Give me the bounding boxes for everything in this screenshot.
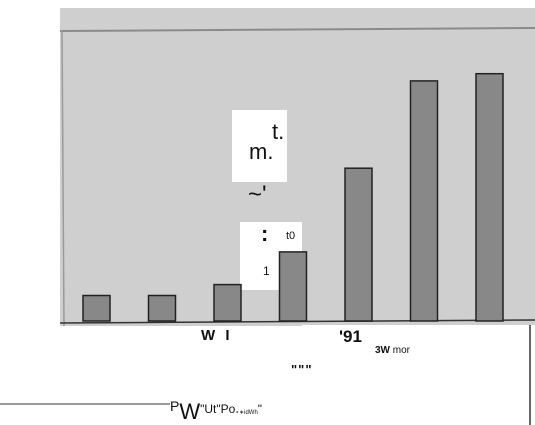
bar-5 (344, 167, 373, 322)
label-m: m. (249, 139, 274, 164)
bottom-caption: PW"Ut"Po∘∗idWh" (170, 398, 262, 425)
lower-panel (302, 325, 535, 395)
bottom-caption-w: W (179, 399, 201, 424)
x-label-3w-small: mor (392, 345, 411, 356)
bar-2 (147, 294, 177, 322)
label-one: 1 (263, 264, 270, 278)
bar-1 (82, 294, 111, 322)
x-label-wi: W I (201, 327, 233, 344)
left-mask (0, 0, 60, 425)
bar-4 (278, 251, 308, 322)
x-label-3w-main: 3W (375, 345, 390, 356)
chart-top-border (59, 27, 535, 32)
bottom-caption-po: Po (220, 402, 236, 416)
x-label-3w: 3W mor (375, 345, 410, 356)
bottom-caption-sub: ∘∗idWh (235, 410, 258, 416)
x-label-91: '91 (339, 327, 362, 346)
bottom-caption-ut: "Ut" (200, 402, 221, 416)
label-t: t. (272, 119, 285, 144)
label-colon: : (261, 221, 269, 246)
label-t0: t0 (286, 230, 296, 242)
bottom-caption-p: P (170, 398, 180, 414)
bottom-caption-end: " (257, 402, 263, 416)
bar-6 (409, 80, 439, 322)
label-patch (232, 110, 287, 182)
bar-7 (475, 72, 504, 322)
label-quotes: """ (291, 362, 313, 377)
label-tilde: ~' (248, 181, 267, 208)
chart-left-border (61, 29, 65, 327)
bar-3 (213, 283, 242, 322)
